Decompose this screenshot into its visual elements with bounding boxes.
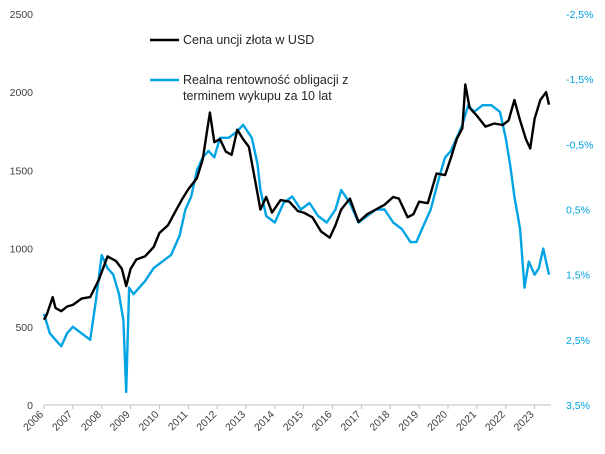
x-tick-label: 2013 — [223, 409, 248, 434]
x-tick-label: 2014 — [252, 409, 277, 434]
x-tick-label: 2009 — [108, 409, 133, 434]
right-tick-label: -0,5% — [566, 139, 593, 151]
right-tick-label: 3,5% — [566, 400, 590, 412]
left-tick-label: 1000 — [10, 244, 34, 256]
left-axis-ticks: 0 500 1000 1500 2000 2500 — [10, 9, 34, 412]
x-tick-label: 2018 — [367, 409, 392, 434]
left-tick-label: 2500 — [10, 9, 34, 21]
x-tick-label: 2020 — [425, 409, 450, 434]
x-tick-label: 2006 — [21, 409, 46, 434]
right-tick-label: 1,5% — [566, 270, 590, 282]
x-tick-label: 2021 — [454, 409, 479, 434]
series-layer — [42, 83, 551, 394]
left-tick-label: 1500 — [10, 165, 34, 177]
x-tick-label: 2023 — [512, 409, 537, 434]
x-tick-label: 2012 — [194, 409, 219, 434]
x-tick-label: 2022 — [483, 409, 508, 434]
x-tick-label: 2015 — [281, 409, 306, 434]
x-tick-label: 2010 — [137, 409, 162, 434]
legend-yield-label-line2: terminem wykupu za 10 lat — [183, 89, 332, 103]
gold-price-line — [42, 83, 551, 321]
x-tick-label: 2017 — [339, 409, 364, 434]
real-yield-line — [42, 104, 551, 394]
right-axis-ticks: -2,5% -1,5% -0,5% 0,5% 1,5% 2,5% 3,5% — [566, 9, 593, 412]
right-tick-label: -1,5% — [566, 74, 593, 86]
x-tick-label: 2016 — [310, 409, 335, 434]
left-tick-label: 0 — [27, 400, 33, 412]
x-tick-label: 2019 — [396, 409, 421, 434]
x-axis-ticks: 2006 2007 2008 2009 2010 2011 2012 2013 2014 2015… — [21, 405, 537, 434]
right-tick-label: 0,5% — [566, 205, 590, 217]
left-tick-label: 2000 — [10, 87, 34, 99]
x-tick-label: 2007 — [50, 409, 75, 434]
right-tick-label: -2,5% — [566, 9, 593, 21]
x-tick-label: 2011 — [166, 409, 191, 434]
right-tick-label: 2,5% — [566, 335, 590, 347]
legend-yield-label-line1: Realna rentowność obligacji z — [183, 73, 348, 87]
legend: Cena uncji złota w USD Realna rentowność… — [150, 33, 348, 103]
left-tick-label: 500 — [15, 322, 33, 334]
x-tick-label: 2008 — [79, 409, 104, 434]
legend-gold-label: Cena uncji złota w USD — [183, 33, 314, 47]
